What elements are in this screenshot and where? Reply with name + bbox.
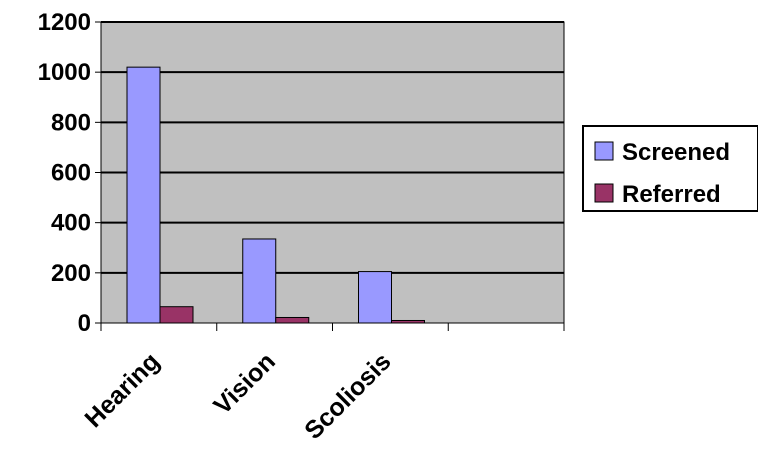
y-tick-label: 1200 bbox=[38, 9, 91, 36]
legend-label-referred: Referred bbox=[622, 181, 721, 208]
axes bbox=[95, 21, 565, 331]
y-axis-labels: 0 200 400 600 800 1000 1200 bbox=[38, 9, 91, 337]
x-category-label: Scoliosis bbox=[299, 347, 396, 444]
y-tick-label: 600 bbox=[51, 160, 91, 187]
y-tick-label: 1000 bbox=[38, 59, 91, 86]
bars bbox=[126, 66, 425, 324]
legend-swatch-referred bbox=[594, 183, 614, 203]
bar-referred-vision bbox=[275, 316, 310, 324]
bar-screened-hearing bbox=[126, 66, 161, 324]
legend-swatch-screened bbox=[594, 141, 614, 161]
x-axis-labels: Hearing Vision Scoliosis bbox=[79, 347, 396, 444]
y-tick-label: 0 bbox=[78, 310, 91, 337]
y-tick-label: 800 bbox=[51, 109, 91, 136]
gridlines bbox=[101, 21, 564, 274]
bar-screened-scoliosis bbox=[358, 271, 392, 324]
x-category-label: Vision bbox=[208, 347, 281, 420]
x-category-label: Hearing bbox=[79, 347, 165, 433]
legend-label-screened: Screened bbox=[622, 139, 730, 166]
bar-referred-hearing bbox=[159, 306, 194, 324]
legend: Screened Referred bbox=[582, 125, 758, 212]
y-tick-label: 400 bbox=[51, 210, 91, 237]
y-tick-label: 200 bbox=[51, 260, 91, 287]
bar-screened-vision bbox=[242, 238, 277, 324]
